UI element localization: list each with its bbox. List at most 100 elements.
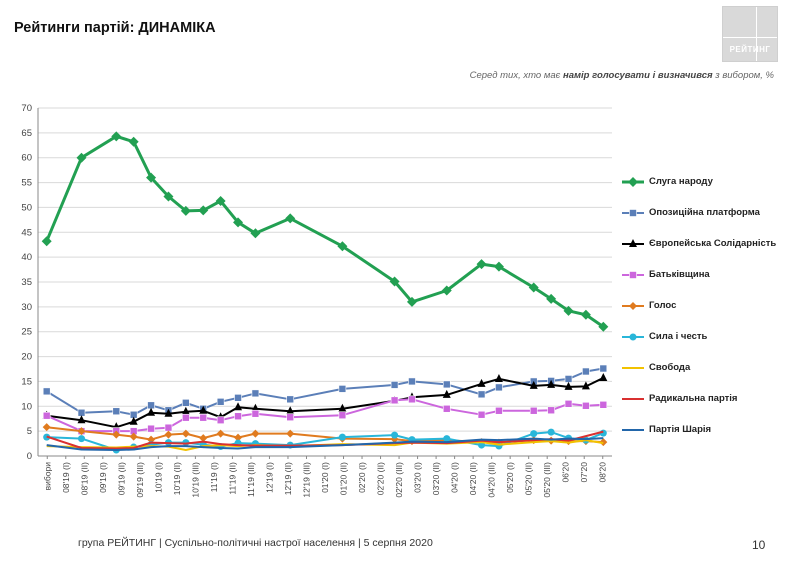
legend-swatch: [622, 271, 644, 279]
legend-item: Голос: [622, 298, 800, 314]
x-tick-label: 02'20 (ІІІ): [394, 462, 404, 498]
footer-text: група РЕЙТИНГ | Суспільно-політичні наст…: [78, 537, 433, 549]
data-point: [337, 241, 348, 252]
legend-item: Європейська Солідарність: [622, 236, 800, 252]
legend-item: Свобода: [622, 360, 800, 376]
legend-item: Слуга народу: [622, 174, 800, 190]
data-point: [582, 401, 590, 410]
data-point: [564, 399, 573, 408]
data-point: [215, 195, 226, 206]
series-line: [46, 377, 604, 429]
data-point: [164, 408, 173, 417]
legend-label: Партія Шарія: [649, 424, 712, 435]
y-tick-label: 45: [21, 227, 32, 238]
x-tick-label: 12'19 (І): [264, 462, 274, 493]
x-tick-label: 12'19 (ІІ): [283, 462, 293, 495]
data-point: [181, 429, 190, 438]
data-point: [128, 136, 139, 147]
legend-swatch: [622, 239, 644, 247]
data-point: [494, 373, 503, 382]
chart-title: Рейтинги партій: ДИНАМІКА: [14, 20, 216, 36]
data-point: [629, 333, 637, 341]
data-point: [547, 379, 556, 388]
data-point: [581, 381, 590, 390]
data-point: [530, 430, 538, 438]
data-point: [234, 402, 243, 411]
legend-label: Сила і честь: [649, 331, 708, 342]
data-point: [216, 429, 225, 438]
x-tick-label: 05'20 (ІІ): [524, 462, 534, 495]
series-line: [45, 134, 605, 328]
y-tick-label: 65: [21, 128, 32, 139]
data-point: [546, 293, 557, 304]
data-point: [216, 398, 225, 406]
data-point: [41, 236, 52, 247]
data-point: [77, 427, 86, 436]
series-line: [46, 437, 604, 451]
x-tick-label: 01'20 (І): [320, 462, 330, 493]
legend-label: Голос: [649, 300, 677, 311]
x-tick-label: 04'20 (ІІІ): [487, 462, 497, 498]
data-point: [147, 435, 156, 444]
legend-swatch: [622, 177, 644, 187]
data-point: [251, 389, 260, 398]
legend-item: Опозиційна платформа: [622, 205, 800, 221]
data-point: [599, 400, 608, 409]
x-tick-label: 05'20 (ІІІ): [542, 462, 552, 498]
y-tick-label: 35: [21, 277, 32, 288]
data-point: [338, 403, 347, 412]
data-point: [42, 387, 51, 396]
data-point: [199, 405, 208, 414]
data-point: [477, 390, 486, 399]
x-tick-label: 11'19 (І): [209, 462, 219, 492]
data-point: [147, 407, 156, 416]
data-point: [476, 259, 487, 270]
x-tick-label: 06'20: [561, 462, 571, 483]
data-point: [390, 381, 399, 389]
x-tick-label: 07'20: [579, 462, 589, 483]
data-point: [182, 399, 190, 407]
data-point: [77, 408, 86, 417]
y-tick-label: 20: [21, 352, 32, 363]
data-point: [442, 380, 451, 389]
data-point: [629, 302, 637, 310]
y-tick-label: 70: [21, 103, 32, 114]
y-tick-label: 40: [21, 252, 32, 263]
data-point: [164, 430, 173, 439]
data-point: [234, 412, 242, 421]
logo-text: РЕЙТИНГ: [729, 45, 771, 54]
legend-swatch: [622, 429, 644, 431]
y-tick-label: 60: [21, 153, 32, 164]
data-point: [42, 411, 51, 420]
data-point: [582, 367, 590, 376]
data-point: [286, 395, 295, 404]
data-point: [198, 205, 209, 216]
data-point: [547, 406, 555, 415]
x-tick-label: 02'20 (ІІ): [376, 462, 386, 495]
data-point: [495, 383, 503, 392]
x-tick-label: вибори: [42, 462, 52, 491]
data-point: [251, 429, 260, 438]
x-tick-label: 09'19 (ІІІ): [135, 462, 145, 498]
data-point: [564, 375, 573, 383]
legend-label: Опозиційна платформа: [649, 207, 760, 218]
y-tick-label: 55: [21, 178, 32, 189]
data-point: [147, 401, 155, 410]
data-point: [477, 410, 486, 419]
data-point: [147, 424, 155, 433]
y-tick-label: 5: [27, 426, 32, 437]
data-point: [251, 403, 260, 412]
data-point: [42, 423, 51, 432]
data-point: [629, 271, 637, 279]
legend-label: Слуга народу: [649, 176, 713, 187]
data-point: [180, 205, 191, 216]
data-point: [112, 430, 121, 439]
x-tick-label: 02'20 (І): [357, 462, 367, 493]
data-point: [234, 433, 243, 442]
data-point: [629, 239, 637, 247]
data-point: [564, 381, 573, 390]
data-point: [441, 285, 452, 296]
data-point: [76, 152, 87, 163]
data-point: [77, 435, 85, 443]
legend-item: Батьківщина: [622, 267, 800, 283]
